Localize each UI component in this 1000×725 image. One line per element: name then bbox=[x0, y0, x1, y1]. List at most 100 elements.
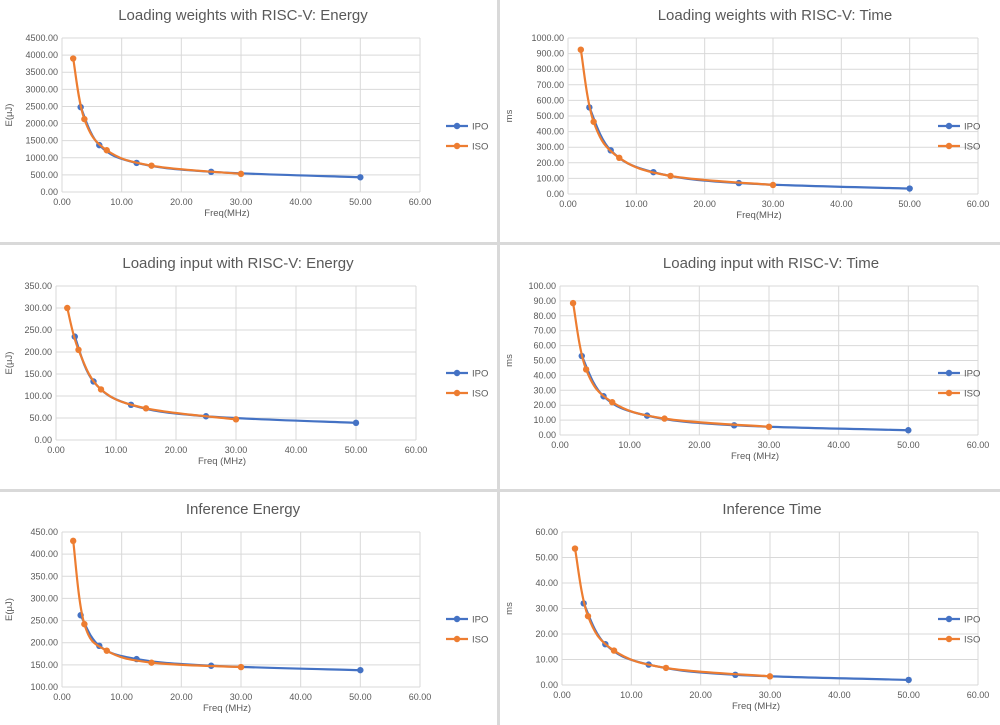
x-tick-label: 60.00 bbox=[405, 445, 428, 455]
data-point-iso bbox=[662, 664, 670, 672]
series-line-iso bbox=[66, 306, 238, 421]
x-tick-label: 50.00 bbox=[345, 445, 368, 455]
y-tick-label: 10.00 bbox=[535, 655, 558, 665]
x-axis-label: Freq (MHz) bbox=[203, 703, 251, 714]
legend-label-ipo: IPO bbox=[964, 122, 980, 133]
y-tick-label: 150.00 bbox=[30, 660, 58, 670]
chart-title: Loading weights with RISC-V: Energy bbox=[118, 7, 368, 24]
data-point-iso bbox=[571, 545, 579, 552]
series-line-ipo bbox=[79, 106, 362, 179]
x-tick-label: 20.00 bbox=[165, 445, 188, 455]
data-point-iso bbox=[81, 115, 88, 123]
y-tick-label: 1000.00 bbox=[531, 33, 564, 43]
legend-marker-iso bbox=[453, 142, 461, 150]
data-point-iso bbox=[81, 620, 88, 628]
data-point-iso bbox=[148, 659, 155, 666]
y-tick-label: 100.00 bbox=[536, 173, 564, 183]
y-tick-label: 100.00 bbox=[30, 682, 58, 692]
chart-title: Loading input with RISC-V: Energy bbox=[122, 255, 354, 272]
data-point-iso bbox=[103, 147, 110, 154]
x-tick-label: 40.00 bbox=[289, 197, 312, 207]
data-point-ipo bbox=[357, 174, 364, 181]
y-axis-label: E(μJ) bbox=[4, 598, 15, 621]
legend-label-ipo: IPO bbox=[964, 615, 980, 626]
x-tick-label: 0.00 bbox=[53, 692, 71, 702]
legend-marker-ipo bbox=[453, 369, 461, 377]
chart-panel-input-time: Loading input with RISC-V: Time 0.00 10.00… bbox=[500, 245, 1000, 489]
x-tick-label: 20.00 bbox=[693, 199, 716, 209]
x-tick-label: 30.00 bbox=[759, 690, 782, 700]
x-tick-label: 60.00 bbox=[967, 440, 990, 450]
x-tick-label: 20.00 bbox=[170, 692, 193, 702]
y-tick-label: 350.00 bbox=[30, 571, 58, 581]
x-tick-label: 60.00 bbox=[967, 690, 990, 700]
data-point-ipo bbox=[352, 419, 360, 427]
y-tick-label: 700.00 bbox=[536, 80, 564, 90]
chart-title: Inference Energy bbox=[186, 501, 301, 518]
x-tick-label: 10.00 bbox=[618, 440, 641, 450]
chart-panel-inference-energy: Inference Energy 100.00 150.00 200.00 250.00… bbox=[0, 492, 497, 725]
y-tick-label: 60.00 bbox=[533, 341, 556, 351]
chart-input-energy: Loading input with RISC-V: Energy 0.00 50.… bbox=[4, 255, 488, 467]
data-point-ipo bbox=[906, 185, 913, 192]
x-tick-label: 30.00 bbox=[230, 197, 253, 207]
legend-marker-ipo bbox=[945, 615, 953, 623]
y-tick-label: 3000.00 bbox=[25, 84, 58, 94]
series-line-iso bbox=[579, 48, 775, 187]
data-point-iso bbox=[769, 181, 777, 189]
x-tick-label: 60.00 bbox=[409, 692, 432, 702]
y-tick-label: 400.00 bbox=[536, 127, 564, 137]
data-point-iso bbox=[75, 346, 82, 353]
data-point-iso bbox=[661, 415, 668, 422]
y-tick-label: 350.00 bbox=[24, 281, 52, 291]
legend-marker-iso bbox=[945, 635, 953, 643]
x-tick-label: 40.00 bbox=[830, 199, 853, 209]
y-tick-label: 300.00 bbox=[30, 593, 58, 603]
y-tick-label: 500.00 bbox=[536, 111, 564, 121]
y-tick-label: 40.00 bbox=[535, 578, 558, 588]
x-tick-label: 40.00 bbox=[828, 690, 851, 700]
chart-input-time: Loading input with RISC-V: Time 0.00 10.00… bbox=[504, 255, 990, 462]
y-tick-label: 300.00 bbox=[536, 142, 564, 152]
series-line-ipo bbox=[580, 354, 910, 432]
x-tick-label: 10.00 bbox=[110, 197, 133, 207]
x-tick-label: 10.00 bbox=[110, 692, 133, 702]
y-tick-label: 4000.00 bbox=[25, 50, 58, 60]
data-point-ipo bbox=[905, 676, 912, 684]
x-tick-label: 0.00 bbox=[551, 440, 569, 450]
legend-label-ipo: IPO bbox=[472, 369, 488, 380]
data-point-iso bbox=[69, 55, 77, 62]
x-tick-label: 40.00 bbox=[289, 692, 312, 702]
y-tick-label: 500.00 bbox=[30, 170, 58, 180]
x-axis-label: Freq (MHz) bbox=[198, 456, 246, 467]
x-tick-label: 20.00 bbox=[689, 690, 712, 700]
legend-label-iso: ISO bbox=[964, 142, 980, 153]
x-tick-label: 60.00 bbox=[409, 197, 432, 207]
data-point-ipo bbox=[905, 427, 912, 434]
data-point-iso bbox=[237, 170, 245, 178]
y-tick-label: 2500.00 bbox=[25, 101, 58, 111]
chart-panel-weights-energy: Loading weights with RISC-V: Energy 0.00 5… bbox=[0, 0, 497, 242]
series-line-ipo bbox=[588, 106, 911, 190]
x-tick-label: 40.00 bbox=[285, 445, 308, 455]
series-line-ipo bbox=[582, 602, 910, 681]
data-point-iso bbox=[766, 673, 774, 680]
data-point-iso bbox=[577, 46, 585, 53]
data-point-iso bbox=[667, 172, 674, 180]
legend-label-iso: ISO bbox=[964, 389, 980, 400]
y-tick-label: 200.00 bbox=[536, 158, 564, 168]
chart-weights-time: Loading weights with RISC-V: Time 0.00 100… bbox=[504, 7, 989, 221]
y-tick-label: 2000.00 bbox=[25, 119, 58, 129]
legend-label-iso: ISO bbox=[964, 635, 980, 646]
x-tick-label: 10.00 bbox=[625, 199, 648, 209]
y-tick-label: 20.00 bbox=[535, 629, 558, 639]
y-tick-label: 250.00 bbox=[30, 616, 58, 626]
data-point-iso bbox=[616, 154, 623, 162]
y-tick-label: 250.00 bbox=[24, 325, 52, 335]
x-tick-label: 20.00 bbox=[688, 440, 711, 450]
y-tick-label: 600.00 bbox=[536, 95, 564, 105]
y-axis-label: ms bbox=[504, 109, 515, 122]
y-tick-label: 0.00 bbox=[546, 189, 564, 199]
chart-title: Loading weights with RISC-V: Time bbox=[658, 7, 893, 24]
y-axis-label: E(μJ) bbox=[4, 352, 15, 375]
